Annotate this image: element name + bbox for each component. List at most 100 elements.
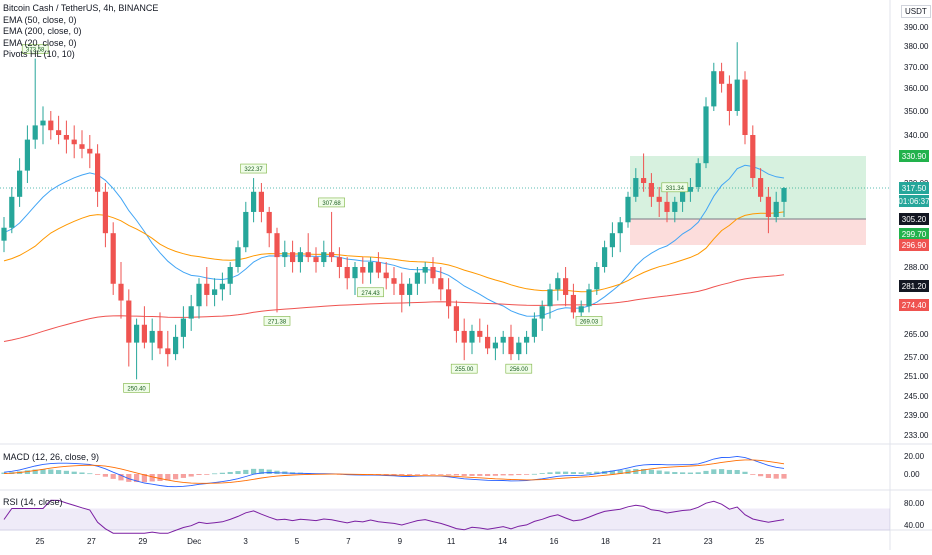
price-tag: 296.90 <box>902 241 927 250</box>
price-tick-label: 370.00 <box>904 63 929 72</box>
candle-body <box>414 272 420 284</box>
symbol-title[interactable]: Bitcoin Cash / TetherUS, 4h, BINANCE <box>3 3 159 13</box>
macd-histogram-bar <box>87 473 93 475</box>
macd-histogram-bar <box>95 474 101 475</box>
currency-button[interactable]: USDT <box>901 5 931 18</box>
pivots-legend[interactable]: Pivots HL (10, 10) <box>3 49 75 59</box>
price-tag: 281.20 <box>902 282 927 291</box>
time-tick-label: 5 <box>295 537 300 546</box>
candle-body <box>305 252 311 258</box>
candle-body <box>321 252 327 263</box>
macd-histogram-bar <box>102 474 108 477</box>
candlesticks[interactable] <box>1 42 787 380</box>
ema20-legend[interactable]: EMA (20, close, 0) <box>3 37 77 48</box>
macd-histogram-bar <box>625 469 631 474</box>
candle-body <box>219 283 225 290</box>
candle-body <box>438 278 444 290</box>
time-tick-label: 29 <box>138 537 147 546</box>
candle-body <box>79 144 85 149</box>
price-tag: 330.90 <box>902 152 927 161</box>
pivot-labels: 373.58 250.40 322.37 271.38 307.68 274.43 255.… <box>21 44 689 393</box>
macd-histogram-bar <box>656 470 662 474</box>
macd-histogram-bar <box>461 474 467 476</box>
price-tag: 299.70 <box>902 230 927 239</box>
candle-body <box>297 252 303 263</box>
candle-body <box>1 227 7 241</box>
price-tag: 317.50 <box>902 184 927 193</box>
macd-histogram-bar <box>63 470 69 474</box>
candle-body <box>17 170 23 197</box>
candle-body <box>204 283 210 295</box>
macd-histogram-bar <box>407 474 413 475</box>
candle-body <box>485 336 491 349</box>
macd-histogram-bar <box>508 474 514 476</box>
candle-body <box>633 178 639 197</box>
candle-body <box>110 233 116 284</box>
candle-body <box>9 196 15 228</box>
time-tick-label: 14 <box>498 537 507 546</box>
candle-body <box>126 300 132 343</box>
candle-body <box>329 252 335 258</box>
macd-signal-line <box>3 459 785 484</box>
macd-histogram-bar <box>79 472 85 474</box>
pivot-label-box <box>21 44 49 54</box>
macd-histogram-bar <box>40 469 46 474</box>
candle-body <box>602 247 608 267</box>
macd-legend[interactable]: MACD (12, 26, close, 9) <box>3 452 100 462</box>
macd-histogram-bar <box>204 474 210 475</box>
candle-body <box>742 79 748 135</box>
candle-body <box>344 267 350 279</box>
macd-histogram-bar <box>485 474 491 476</box>
price-tag-box <box>899 150 929 162</box>
macd-histogram-bar <box>134 474 140 483</box>
candle-body <box>375 262 381 273</box>
candle-body <box>134 324 140 343</box>
candle-body <box>274 233 280 258</box>
macd-pane[interactable] <box>1 455 787 488</box>
macd-histogram-bar <box>24 470 30 474</box>
macd-histogram-bar <box>742 471 748 474</box>
macd-histogram-bar <box>641 469 647 474</box>
macd-histogram-bar <box>500 474 506 476</box>
macd-histogram-bar <box>711 469 717 474</box>
macd-histogram-bar <box>469 474 475 476</box>
rsi-band <box>0 508 890 531</box>
ema200-legend[interactable]: EMA (200, close, 0) <box>3 26 82 36</box>
candle-body <box>173 336 179 355</box>
rsi-pane[interactable] <box>0 499 890 534</box>
macd-histogram-bar <box>781 474 787 479</box>
time-tick-label: Dec <box>187 537 201 546</box>
macd-histogram-bar <box>563 471 569 474</box>
candle-body <box>500 336 506 343</box>
candle-body <box>555 278 561 290</box>
candle-body <box>422 267 428 273</box>
candle-body <box>734 79 740 111</box>
macd-histogram-bar <box>578 472 584 474</box>
candle-body <box>711 71 717 107</box>
macd-histogram-bar <box>56 470 62 474</box>
macd-histogram-bar <box>118 474 124 481</box>
rsi-legend[interactable]: RSI (14, close) <box>3 497 63 507</box>
macd-histogram-bar <box>258 468 264 474</box>
pivot-label: 274.43 <box>361 291 380 297</box>
macd-tick-label: 20.00 <box>904 452 925 461</box>
candle-body <box>313 257 319 263</box>
macd-histogram-bar <box>430 474 436 475</box>
candle-body <box>469 330 475 343</box>
long-position-tool[interactable] <box>630 156 866 245</box>
candle-body <box>461 330 467 343</box>
macd-histogram-bar <box>695 472 701 474</box>
macd-histogram-bar <box>555 471 561 474</box>
candle-body <box>71 139 77 145</box>
macd-line <box>3 455 785 488</box>
candle-body <box>516 342 522 355</box>
pivot-label: 373.58 <box>26 48 45 54</box>
pivot-label: 307.68 <box>322 201 341 207</box>
candle-body <box>32 125 38 140</box>
macd-histogram-bar <box>758 474 764 477</box>
ema50-legend[interactable]: EMA (50, close, 0) <box>3 14 77 25</box>
macd-histogram-bar <box>617 470 623 474</box>
candle-body <box>703 106 709 164</box>
